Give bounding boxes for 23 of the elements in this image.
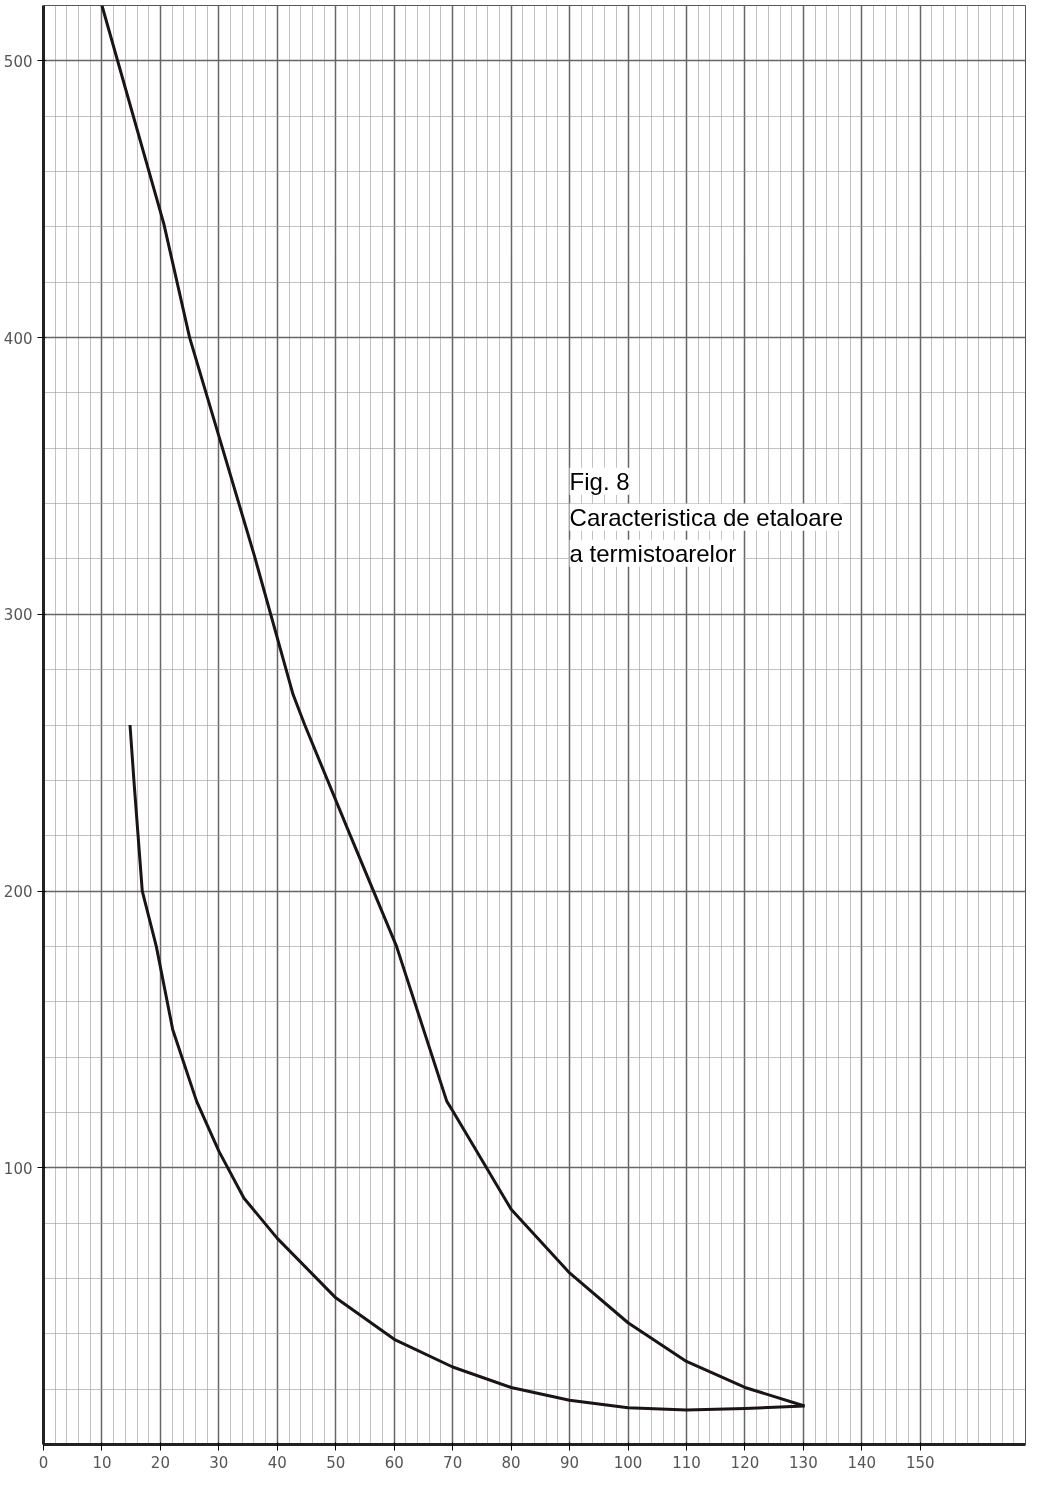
y-tick-label: 200 [3,883,33,902]
x-tick-label: 80 [501,1453,521,1472]
text: Caracteristica de etaloare a termistoarelor [569,503,844,567]
x-tick-label: 100 [613,1453,643,1472]
x-tick-label: 90 [560,1453,580,1472]
y-tick-label: 500 [3,52,33,71]
y-tick-label: 100 [3,1159,33,1178]
text: Fig. 8 [569,467,630,495]
x-tick-label: 60 [384,1453,404,1472]
x-tick-label: 120 [730,1453,760,1472]
x-tick-label: 140 [847,1453,877,1472]
x-tick-label: 110 [672,1453,701,1472]
x-tick-label: 50 [326,1453,346,1472]
x-tick-label: 10 [92,1453,112,1472]
x-tick-label: 30 [209,1453,229,1472]
x-tick-label: 20 [150,1453,170,1472]
x-tick-label: 150 [905,1453,935,1472]
y-tick-label: 400 [3,329,33,348]
x-tick-label: 0 [38,1453,49,1472]
y-tick-label: 300 [3,606,33,625]
x-tick-label: 70 [443,1453,463,1472]
x-tick-label: 40 [267,1453,287,1472]
x-tick-label: 130 [789,1453,818,1472]
